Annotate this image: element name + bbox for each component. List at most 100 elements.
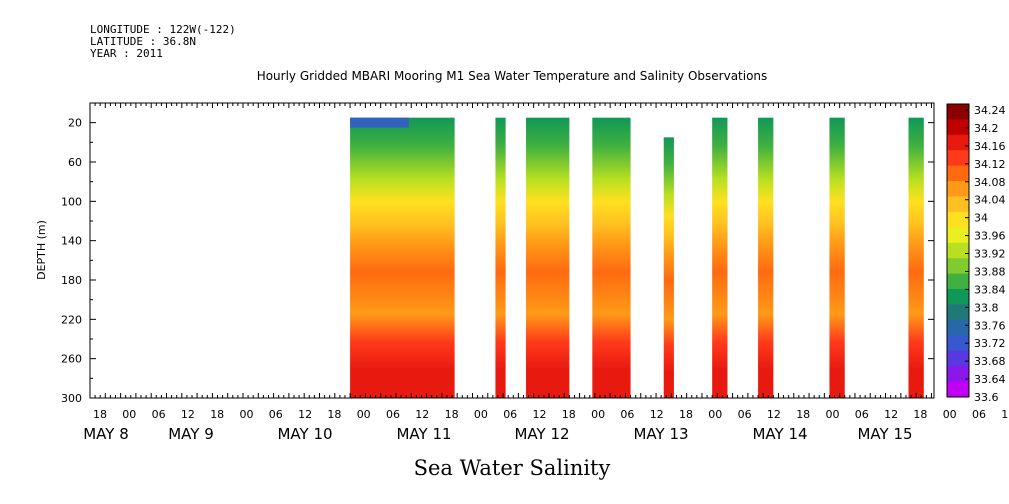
x-hour-label: 06 [972,408,986,421]
x-hour-label: 00 [240,408,254,421]
x-day-label: MAY 15 [857,425,912,443]
longitude-label: LONGITUDE : 122W(-122) [90,23,236,36]
colorbar-label: 33.76 [974,319,1006,332]
chart-title: Hourly Gridded MBARI Mooring M1 Sea Wate… [257,69,768,83]
colorbar-swatch [947,242,969,259]
colorbar-swatch [947,211,969,228]
colorbar-swatch [947,273,969,290]
colorbar-frame [946,103,970,398]
y-tick-label: 300 [61,392,82,405]
x-hour-label: 18 [913,408,927,421]
x-day-label: MAY 11 [396,425,451,443]
colorbar-label: 34.2 [974,122,999,135]
y-tick-label: 260 [61,353,82,366]
footer-label: Sea Water Salinity [414,456,611,480]
colorbar-label: 33.72 [974,337,1006,350]
x-hour-label: 12 [181,408,195,421]
x-day-label: MAY 12 [514,425,569,443]
x-hour-label: 00 [591,408,605,421]
colorbar-label: 34.08 [974,176,1006,189]
x-hour-label: 18 [679,408,693,421]
x-hour-label: 18 [327,408,341,421]
colorbar-swatch [947,304,969,321]
x-hour-label: 00 [122,408,136,421]
x-hour-label: 18 [93,408,107,421]
data-block-6 [758,117,774,399]
colorbar-swatch [947,350,969,367]
colorbar-label: 33.64 [974,373,1006,386]
colorbar-swatch [947,289,969,305]
x-hour-label: 12 [767,408,781,421]
data-block-7 [829,117,845,399]
data-block-3 [592,117,631,399]
colorbar-swatch [947,258,969,275]
x-hour-label: 12 [650,408,664,421]
y-tick-label: 20 [68,117,82,130]
colorbar-label: 34.24 [974,104,1006,117]
y-tick-label: 180 [61,274,82,287]
y-tick-label: 220 [61,313,82,326]
x-day-label: MAY 9 [168,425,214,443]
x-hour-label: 12 [1001,408,1009,421]
x-hour-label: 12 [415,408,429,421]
x-day-label: MAY 8 [83,425,129,443]
colorbar-swatch [947,319,969,336]
colorbar-label: 34.12 [974,158,1006,171]
x-hour-label: 00 [357,408,371,421]
latitude-label: LATITUDE : 36.8N [90,35,196,48]
colorbar-label: 33.88 [974,265,1006,278]
data-block-2 [526,117,570,399]
x-hour-label: 12 [884,408,898,421]
x-day-label: MAY 13 [633,425,688,443]
x-hour-label: 00 [474,408,488,421]
y-axis-label: DEPTH (m) [35,220,48,280]
x-day-label: MAY 10 [277,425,332,443]
colorbar-label: 34.04 [974,194,1006,207]
x-hour-label: 06 [152,408,166,421]
x-hour-label: 18 [210,408,224,421]
x-hour-label: 06 [620,408,634,421]
data-block-5 [712,117,728,399]
colorbar-label: 33.96 [974,230,1006,243]
colorbar-label: 33.84 [974,283,1006,296]
colorbar-label: 33.6 [974,391,999,404]
colorbar-swatch [947,181,969,198]
x-hour-label: 06 [269,408,283,421]
x-hour-label: 18 [562,408,576,421]
x-hour-label: 12 [533,408,547,421]
colorbar-swatch [947,227,969,244]
data-block-4 [663,137,674,399]
colorbar-swatch [947,165,969,182]
colorbar-swatch [947,104,969,120]
colorbar-label: 33.8 [974,301,999,314]
data-block-8 [908,117,924,399]
y-tick-label: 100 [61,195,82,208]
colorbar-swatch [947,119,969,136]
x-hour-label: 00 [943,408,957,421]
x-hour-label: 12 [298,408,312,421]
year-label: YEAR : 2011 [90,47,163,60]
y-tick-label: 60 [68,156,82,169]
colorbar-label: 33.92 [974,248,1006,261]
colorbar-label: 34 [974,212,988,225]
colorbar-label: 34.16 [974,140,1006,153]
x-hour-label: 06 [738,408,752,421]
x-hour-label: 06 [386,408,400,421]
x-hour-label: 18 [796,408,810,421]
colorbar-label: 33.68 [974,355,1006,368]
data-block-1 [495,117,506,399]
colorbar-swatch [947,196,969,213]
colorbar-swatch [947,134,969,151]
plot-frame [89,102,935,399]
x-hour-label: 00 [826,408,840,421]
colorbar-swatch [947,335,969,352]
colorbar-swatch [947,381,969,398]
y-tick-label: 140 [61,235,82,248]
x-hour-label: 06 [855,408,869,421]
x-day-label: MAY 14 [752,425,807,443]
x-hour-label: 06 [503,408,517,421]
low-salinity-patch [350,117,409,128]
x-hour-label: 18 [445,408,459,421]
colorbar-swatch [947,150,969,167]
